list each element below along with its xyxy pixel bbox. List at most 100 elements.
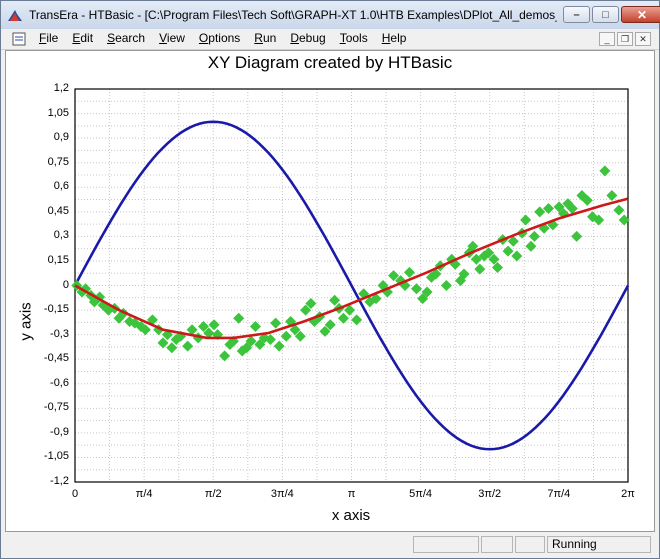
status-bar: Running [1,533,659,558]
data-point [139,324,151,336]
data-point [410,283,422,295]
graph-area: XY Diagram created by HTBasic 1,2 1,05 0,9… [5,50,655,532]
chart-title: XY Diagram created by HTBasic [207,53,453,72]
y-tick-label: 1,05 [47,106,69,119]
data-point [329,294,341,306]
data-point [440,280,452,291]
x-axis-title: x axis [331,507,371,524]
y-tick-label: -0,75 [43,401,69,414]
menu-run[interactable]: Run [254,31,277,45]
window-title: TransEra - HTBasic - [C:\Program Files\T… [29,8,557,22]
data-point [249,320,261,332]
data-point [571,230,583,242]
data-point [324,319,336,331]
xy-plot [71,88,630,483]
menu-view[interactable]: View [159,31,185,45]
data-point [273,340,285,352]
y-tick-label: -0,45 [43,352,69,365]
x-tick-label: 2π [621,488,635,500]
document-icon[interactable] [11,31,27,47]
data-point [483,247,495,259]
maximize-button[interactable]: □ [592,6,619,23]
mdi-close-button[interactable]: ✕ [635,32,651,46]
data-point [300,304,312,316]
fit-curve [74,197,629,340]
y-tick-label: -0,9 [50,425,69,438]
y-tick-label: 0,75 [47,155,69,168]
y-tick-label: 0,6 [53,180,69,193]
status-panel-1 [413,536,479,553]
data-point [534,206,546,218]
title-bar[interactable]: TransEra - HTBasic - [C:\Program Files\T… [1,1,660,30]
data-point [520,214,532,226]
mdi-minimize-button[interactable]: _ [599,32,615,46]
y-tick-label: 0,45 [47,204,69,217]
y-tick-label: -1,2 [50,475,69,487]
menu-options[interactable]: Options [198,31,241,45]
data-point [381,286,393,298]
y-tick-label: -0,6 [50,376,69,389]
data-point [403,266,415,278]
data-point [421,286,433,298]
x-tick-label: π/2 [204,488,222,500]
menu-debug[interactable]: Debug [290,31,326,45]
data-point [618,214,630,226]
data-point [270,317,282,329]
x-tick-label: π/4 [135,488,153,500]
data-point [507,235,519,247]
data-point [491,261,503,273]
y-tick-label: 1,2 [53,82,69,94]
menu-search[interactable]: Search [107,31,146,45]
data-point [305,298,317,310]
data-point [593,214,605,226]
x-tick-label: 3π/2 [478,488,502,500]
data-point [351,314,363,326]
data-point [525,240,537,252]
x-tick-label: 7π/4 [547,488,571,500]
x-tick-label: π [347,488,356,500]
menu-help[interactable]: Help [381,31,407,45]
x-tick-label: 5π/4 [409,488,433,500]
data-point [613,204,625,216]
menu-bar: File Edit Search View Options Run Debug … [1,29,659,50]
x-tick-label: 3π/4 [270,488,294,500]
data-point [467,240,479,252]
data-point [208,319,220,331]
data-point [581,194,593,206]
data-point [264,334,276,346]
data-point [157,337,169,349]
data-point [76,286,88,298]
close-button[interactable]: ✕ [621,6,660,23]
data-point [280,330,292,342]
data-point [566,203,578,215]
data-point [502,245,514,257]
y-tick-label: 0,3 [53,229,69,242]
y-tick-label: 0 [62,278,69,291]
mdi-restore-button[interactable]: ❐ [617,32,633,46]
data-point [430,268,442,280]
status-panel-2 [481,536,513,553]
menu-tools[interactable]: Tools [339,31,368,45]
data-point [543,203,555,215]
maximize-icon: □ [602,8,609,21]
data-point [186,324,198,336]
data-point [294,330,306,342]
minimize-button[interactable]: – [563,6,590,23]
htbasic-app-icon[interactable] [7,7,23,23]
sine-curve [73,120,630,451]
data-point [344,304,356,316]
status-running: Running [547,536,651,553]
data-point [233,312,245,324]
data-point [166,342,178,354]
y-tick-label: -0,3 [50,327,69,340]
minimize-icon: – [573,8,580,21]
y-tick-label: 0,15 [47,253,69,266]
data-point [599,165,611,177]
data-point [370,293,382,305]
menu-file[interactable]: File [39,31,59,45]
status-panel-3 [515,536,545,553]
data-point [219,350,231,362]
menu-edit[interactable]: Edit [72,31,94,45]
data-point [319,325,331,337]
